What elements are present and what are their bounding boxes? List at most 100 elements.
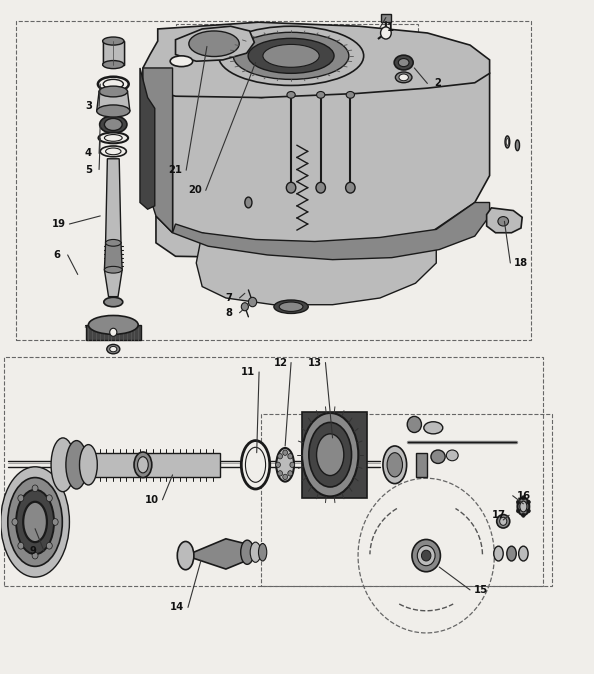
Ellipse shape [497, 514, 510, 528]
Ellipse shape [245, 448, 266, 483]
Text: 5: 5 [85, 164, 92, 175]
Ellipse shape [309, 423, 352, 487]
Circle shape [516, 509, 520, 513]
Ellipse shape [100, 146, 127, 157]
Ellipse shape [316, 182, 326, 193]
Ellipse shape [241, 540, 254, 564]
Circle shape [52, 518, 58, 525]
Ellipse shape [399, 59, 409, 67]
Ellipse shape [317, 434, 344, 476]
Polygon shape [93, 453, 220, 477]
Ellipse shape [381, 27, 391, 39]
Bar [261, 415, 552, 586]
Circle shape [32, 552, 38, 559]
Circle shape [276, 462, 280, 468]
Ellipse shape [106, 239, 121, 246]
Text: 18: 18 [514, 258, 528, 268]
Text: 16: 16 [516, 491, 530, 501]
Text: 12: 12 [273, 358, 287, 367]
Ellipse shape [105, 135, 122, 142]
Text: 20: 20 [188, 185, 202, 195]
Ellipse shape [418, 545, 435, 565]
Text: 4: 4 [85, 148, 92, 158]
Ellipse shape [279, 302, 303, 311]
Text: 6: 6 [53, 250, 61, 260]
Circle shape [18, 495, 24, 501]
Ellipse shape [189, 31, 239, 57]
Ellipse shape [396, 72, 412, 83]
Text: 7: 7 [225, 293, 232, 303]
Ellipse shape [89, 315, 138, 334]
Circle shape [46, 495, 52, 501]
Ellipse shape [8, 478, 62, 566]
Ellipse shape [104, 297, 123, 307]
Ellipse shape [424, 422, 443, 434]
Ellipse shape [103, 37, 124, 45]
Ellipse shape [250, 542, 261, 562]
Ellipse shape [516, 140, 520, 151]
Ellipse shape [23, 501, 47, 542]
Text: 3: 3 [85, 101, 92, 111]
Ellipse shape [80, 445, 97, 485]
Polygon shape [185, 539, 247, 569]
Polygon shape [486, 208, 522, 233]
Bar [175, 24, 419, 202]
Circle shape [516, 500, 520, 504]
Ellipse shape [517, 498, 529, 515]
Text: 19: 19 [52, 219, 66, 229]
Circle shape [278, 470, 283, 476]
Circle shape [288, 454, 293, 459]
Circle shape [522, 513, 525, 517]
Text: 2: 2 [435, 78, 441, 88]
Ellipse shape [394, 55, 413, 70]
Polygon shape [156, 73, 489, 257]
Polygon shape [143, 22, 489, 98]
Text: 21: 21 [169, 165, 182, 175]
Circle shape [32, 485, 38, 492]
Ellipse shape [520, 501, 527, 512]
Circle shape [248, 297, 257, 307]
Ellipse shape [287, 92, 295, 98]
Text: 13: 13 [308, 358, 322, 367]
Ellipse shape [233, 32, 349, 80]
Ellipse shape [134, 452, 152, 478]
Polygon shape [143, 68, 172, 233]
Ellipse shape [138, 457, 148, 473]
Polygon shape [103, 41, 124, 65]
Ellipse shape [170, 56, 192, 67]
Circle shape [288, 470, 293, 476]
Polygon shape [172, 202, 489, 259]
Ellipse shape [274, 300, 308, 313]
Ellipse shape [446, 450, 458, 461]
Polygon shape [416, 453, 427, 477]
Ellipse shape [506, 139, 508, 146]
Ellipse shape [383, 446, 407, 484]
Ellipse shape [498, 216, 508, 226]
Circle shape [283, 474, 287, 480]
Ellipse shape [110, 346, 117, 352]
Circle shape [283, 450, 287, 456]
Ellipse shape [51, 438, 75, 492]
Ellipse shape [317, 92, 325, 98]
Ellipse shape [507, 546, 516, 561]
Ellipse shape [99, 133, 128, 144]
Ellipse shape [387, 453, 403, 477]
Text: 8: 8 [225, 308, 232, 317]
Ellipse shape [276, 448, 294, 482]
Bar [15, 21, 531, 340]
Polygon shape [105, 270, 122, 297]
Polygon shape [105, 243, 122, 270]
Ellipse shape [258, 543, 267, 561]
Ellipse shape [302, 413, 358, 497]
Ellipse shape [219, 26, 364, 86]
Text: 14: 14 [170, 603, 184, 613]
Ellipse shape [110, 328, 117, 336]
Text: 1: 1 [387, 23, 394, 32]
Circle shape [18, 543, 24, 549]
Polygon shape [97, 92, 130, 111]
Ellipse shape [66, 441, 87, 489]
Circle shape [290, 462, 295, 468]
Bar [4, 357, 543, 586]
Ellipse shape [494, 546, 503, 561]
Ellipse shape [248, 38, 334, 73]
